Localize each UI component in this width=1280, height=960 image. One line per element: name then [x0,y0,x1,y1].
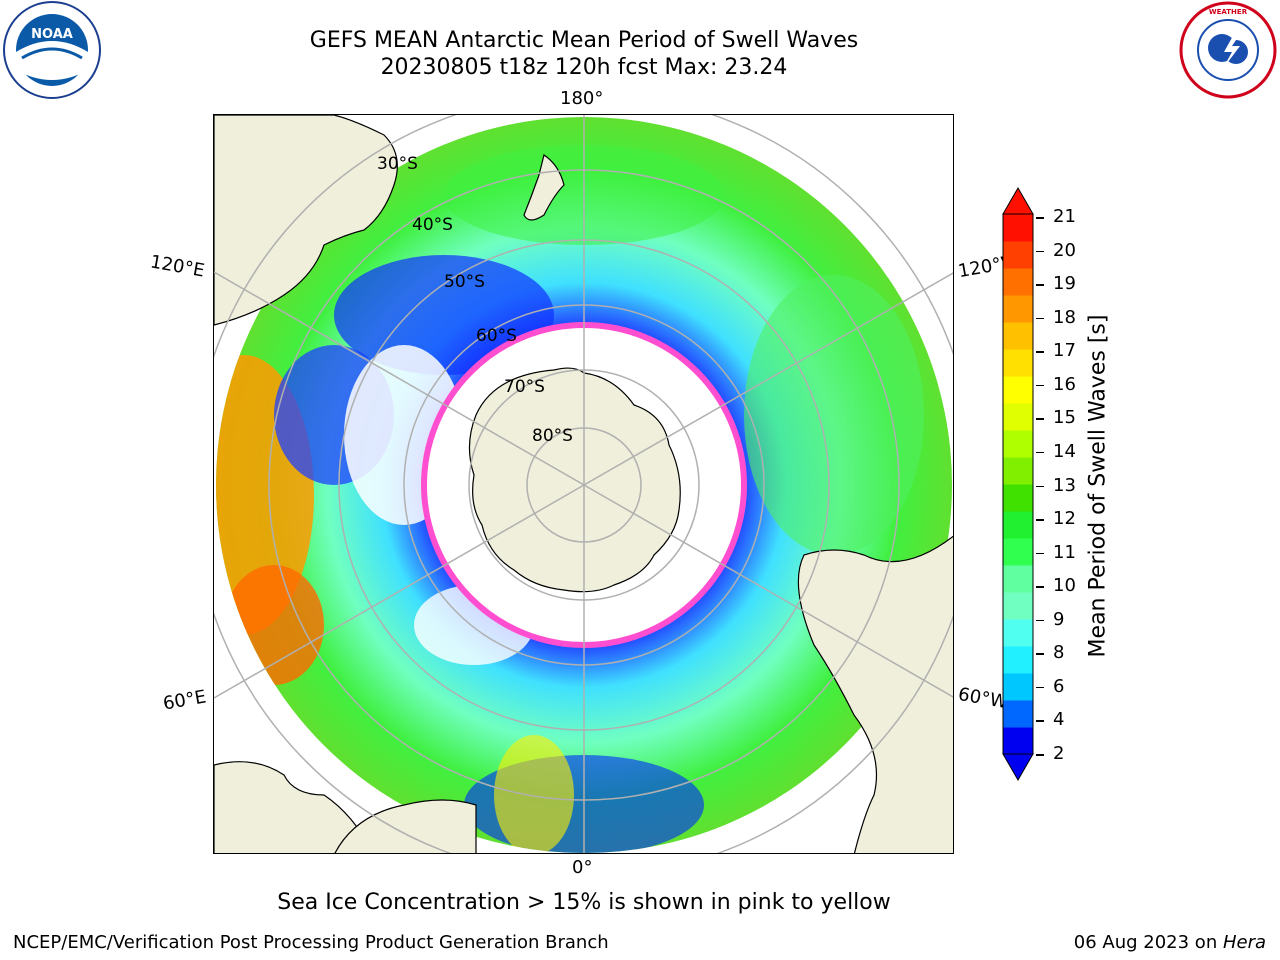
colorbar-outline [1002,213,1034,755]
colorbar [1000,186,1036,782]
colorbar-segment [1003,673,1033,701]
colorbar-tick-label: 13 [1053,474,1076,496]
lon-label-60e: 60°E [161,686,208,715]
colorbar-tick-label: 11 [1053,541,1076,563]
colorbar-tick-mark [1036,754,1044,756]
swell-high-zone-sw [224,565,324,685]
colorbar-segment [1003,646,1033,674]
colorbar-tick-label: 20 [1053,239,1076,261]
colorbar-tick-label: 9 [1053,608,1065,630]
colorbar-segment [1003,592,1033,620]
colorbar-segment [1003,538,1033,566]
colorbar-tick-mark [1036,284,1044,286]
colorbar-min-arrow [1002,753,1034,782]
australia-landmass [214,115,398,326]
noaa-logo: NOAA [2,0,102,100]
swell-low-zone-nw [334,255,554,375]
colorbar-tick-mark [1036,686,1044,689]
colorbar-tick-label: 17 [1053,340,1076,362]
colorbar-tick-mark [1036,619,1044,622]
colorbar-tick-mark [1036,519,1044,521]
footer-branch: NCEP/EMC/Verification Post Processing Pr… [13,932,609,953]
colorbar-segment [1003,376,1033,404]
colorbar-segment [1003,700,1033,728]
lat-label-70s: 70°S [504,377,545,397]
colorbar-tick-mark [1036,485,1044,487]
colorbar-tick-label: 8 [1053,642,1065,664]
colorbar-tick-label: 16 [1053,373,1076,395]
colorbar-segment [1003,430,1033,458]
lat-label-80s: 80°S [532,426,573,446]
swell-mid-zone-south [494,735,574,853]
lat-label-40s: 40°S [412,215,453,235]
colorbar-segment [1003,268,1033,296]
lon-label-120e: 120°E [148,251,207,282]
footer-date-text: 06 Aug 2023 on [1073,932,1223,953]
colorbar-label: Mean Period of Swell Waves [s] [1085,314,1111,658]
madagascar-landmass [334,799,477,853]
colorbar-segment [1003,349,1033,377]
colorbar-segment [1003,511,1033,539]
colorbar-tick-mark [1036,384,1044,387]
latitude-labels: 30°S 40°S 50°S 60°S 70°S 80°S [377,154,573,446]
colorbar-graphic [1002,186,1034,782]
colorbar-tick-mark [1036,653,1044,655]
colorbar-tick-label: 19 [1053,273,1076,295]
lat-label-60s: 60°S [476,326,517,346]
svg-text:WEATHER: WEATHER [1209,8,1248,16]
footer-date: 06 Aug 2023 on Hera [1074,932,1266,953]
south-america-landmass [797,535,953,853]
nws-logo: WEATHER [1178,0,1278,100]
noaa-logo-text: NOAA [31,27,73,42]
colorbar-tick-mark [1036,317,1044,320]
colorbar-tick-label: 21 [1053,206,1076,227]
colorbar-segment [1003,484,1033,512]
lat-label-30s: 30°S [377,154,418,174]
colorbar-tick-mark [1036,720,1044,722]
colorbar-tick-mark [1036,552,1044,555]
colorbar-segment [1003,619,1033,647]
map-frame: 30°S 40°S 50°S 60°S 70°S 80°S [213,114,954,854]
colorbar-tick-mark [1036,586,1044,588]
colorbar-tick-label: 4 [1053,709,1065,731]
colorbar-tick-label: 12 [1053,508,1076,530]
map-canvas: 30°S 40°S 50°S 60°S 70°S 80°S [214,115,953,853]
colorbar-tick-mark [1036,250,1044,253]
longitude-grid [214,115,953,853]
sea-ice-note: Sea Ice Concentration > 15% is shown in … [277,890,891,915]
colorbar-segment [1003,295,1033,323]
colorbar-segment [1003,565,1033,593]
footer-host: Hera [1222,932,1266,953]
colorbar-tick-label: 6 [1053,675,1065,697]
colorbar-tick-mark [1036,351,1044,353]
colorbar-segment [1003,214,1033,242]
colorbar-tick-mark [1036,418,1044,420]
colorbar-tick-label: 14 [1053,440,1076,462]
colorbar-segment [1003,322,1033,350]
colorbar-tick-label: 2 [1053,743,1065,764]
chart-subtitle: 20230805 t18z 120h fcst Max: 23.24 [380,55,788,80]
colorbar-segment [1003,727,1033,755]
lon-label-0: 0° [572,857,593,878]
colorbar-tick-label: 10 [1053,575,1076,597]
lon-label-180: 180° [560,88,604,109]
colorbar-segment [1003,241,1033,269]
lat-label-50s: 50°S [444,272,485,292]
colorbar-tick-mark [1036,217,1044,219]
chart-title: GEFS MEAN Antarctic Mean Period of Swell… [309,28,859,53]
colorbar-max-arrow [1002,186,1034,215]
colorbar-tick-label: 18 [1053,306,1076,328]
colorbar-segment [1003,403,1033,431]
colorbar-segment [1003,457,1033,485]
swell-mid-zone-east [744,275,924,555]
colorbar-tick-mark [1036,451,1044,454]
colorbar-tick-label: 15 [1053,407,1076,429]
